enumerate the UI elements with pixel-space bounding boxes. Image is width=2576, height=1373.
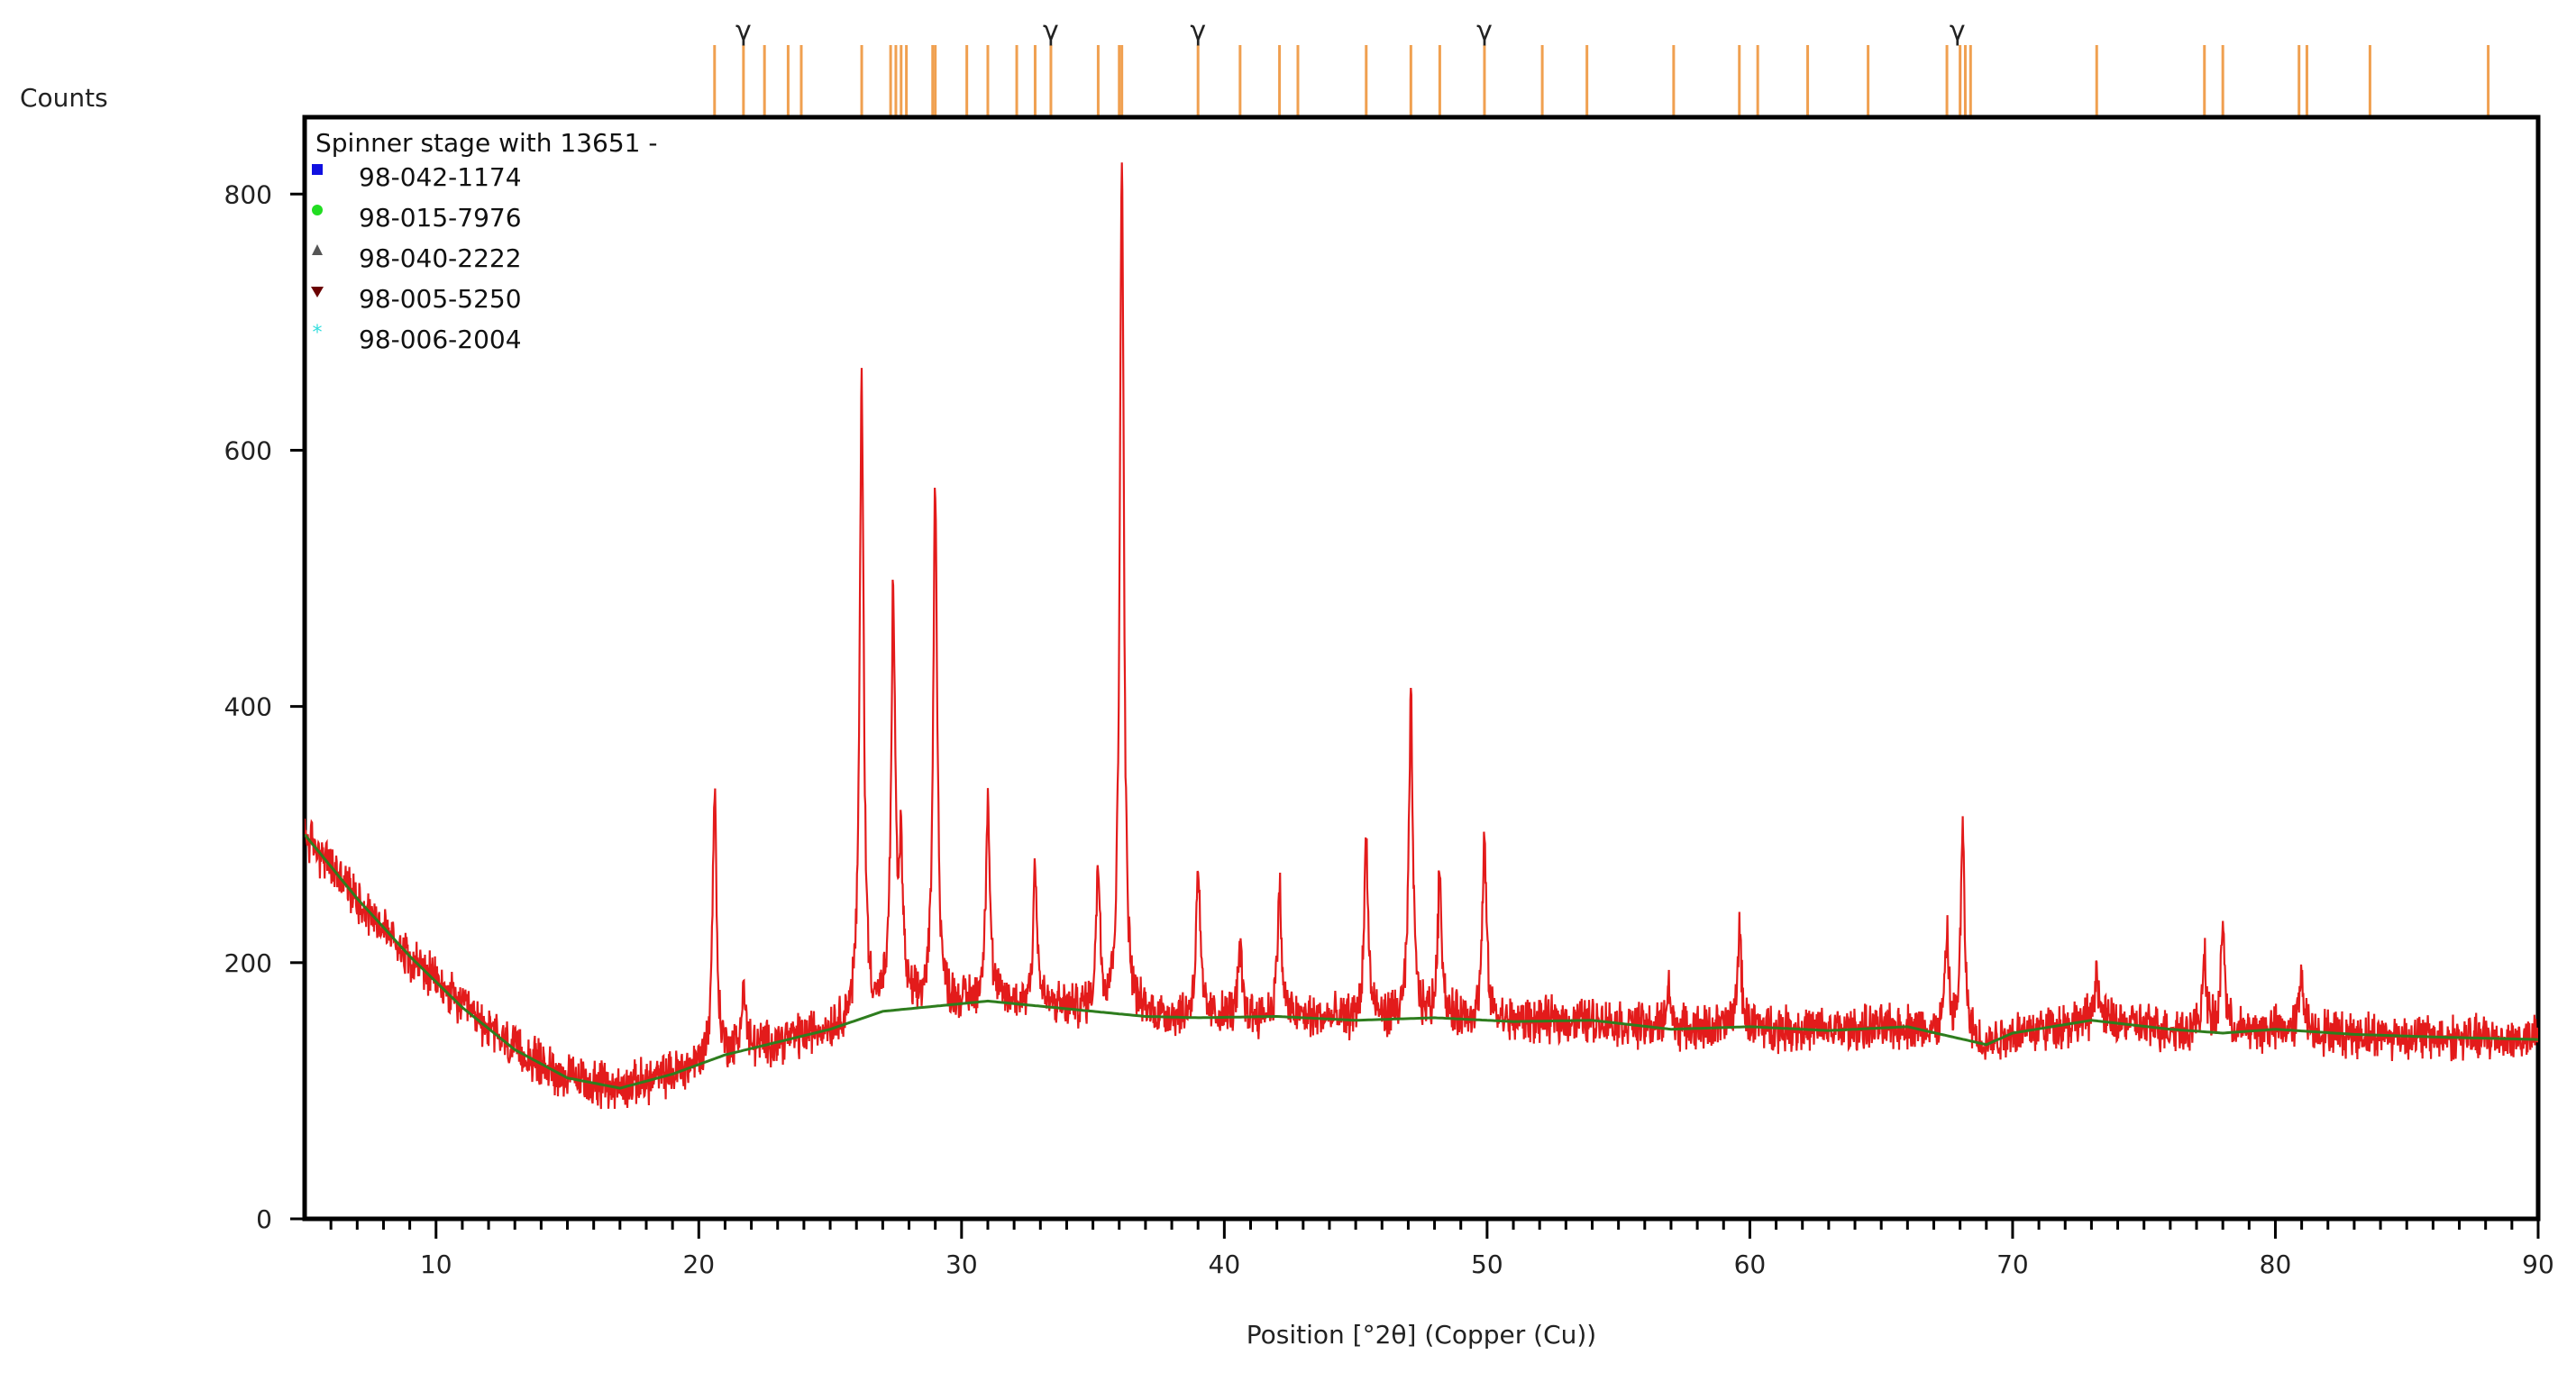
y-tick-label: 800	[224, 179, 272, 209]
x-tick-label: 90	[2522, 1249, 2554, 1279]
y-tick-label: 600	[224, 435, 272, 465]
x-tick-label: 60	[1734, 1249, 1767, 1279]
plot-area	[302, 114, 2541, 1222]
legend-label: 98-040-2222	[359, 243, 522, 273]
reference-marker: γ	[1043, 15, 1059, 47]
legend-marker: *	[313, 322, 323, 344]
x-tick-label: 20	[682, 1249, 715, 1279]
x-tick-label: 50	[1471, 1249, 1503, 1279]
x-axis-title: Position [°2θ] (Copper (Cu))	[1247, 1320, 1596, 1350]
legend-label: 98-005-5250	[359, 284, 522, 314]
reference-marker: γ	[1190, 15, 1206, 47]
x-axis: 10 20 30 40 50 60 70 80 90	[329, 1219, 2554, 1279]
measured-pattern-line	[305, 162, 2538, 1110]
y-axis-title: Counts	[20, 83, 108, 113]
series-layer	[305, 162, 2538, 1110]
legend-label: 98-015-7976	[359, 203, 522, 233]
legend: Spinner stage with 13651 - 98-042-117498…	[311, 128, 657, 354]
legend-marker	[311, 287, 324, 297]
reference-tick-marks	[713, 45, 2490, 117]
legend-title: Spinner stage with 13651 -	[315, 128, 657, 158]
y-tick-label: 0	[256, 1204, 272, 1234]
x-tick-label: 80	[2260, 1249, 2292, 1279]
legend-marker	[312, 205, 323, 215]
legend-label: 98-006-2004	[359, 325, 522, 354]
legend-label: 98-042-1174	[359, 162, 522, 192]
x-tick-label: 30	[945, 1249, 978, 1279]
reference-marker: γ	[1950, 15, 1966, 47]
background-line	[305, 833, 2538, 1090]
x-tick-label: 70	[1996, 1249, 2029, 1279]
y-tick-label: 200	[224, 948, 272, 978]
reference-marker: γ	[735, 15, 752, 47]
x-tick-label: 10	[420, 1249, 452, 1279]
x-tick-label: 40	[1209, 1249, 1241, 1279]
legend-marker	[312, 244, 323, 255]
y-tick-label: 400	[224, 692, 272, 722]
reference-marker: γ	[1476, 15, 1493, 47]
y-axis: 0 200 400 600 800	[224, 179, 305, 1234]
legend-entries: 98-042-1174 98-015-7976 98-040-2222 98-005-…	[311, 162, 522, 354]
legend-marker	[312, 164, 323, 175]
